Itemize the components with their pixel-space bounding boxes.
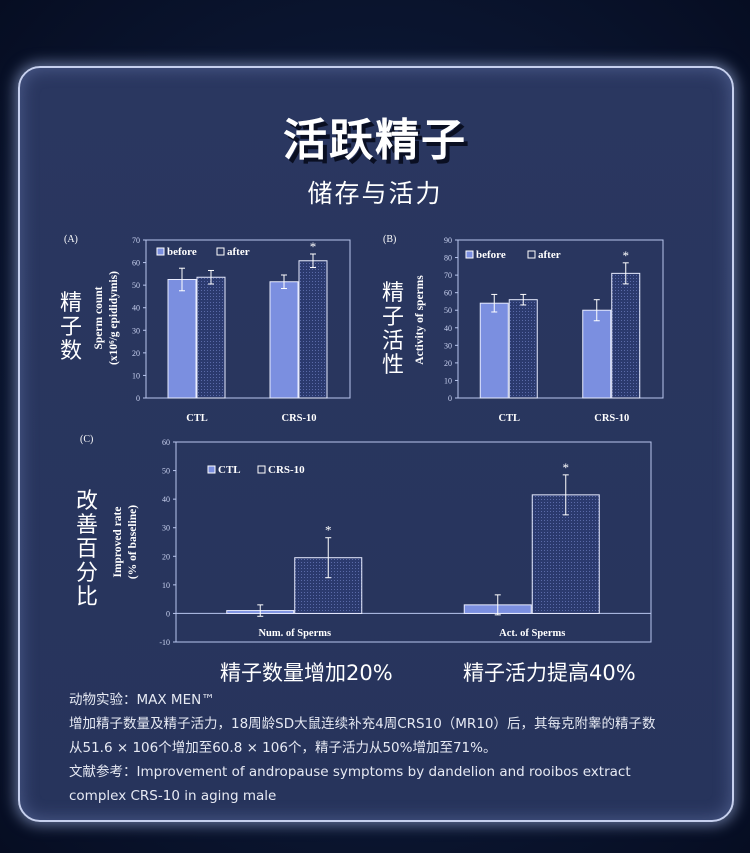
y-tick-label: 10 bbox=[132, 371, 140, 380]
y-tick-label: 0 bbox=[166, 609, 170, 618]
y-tick-label: 40 bbox=[444, 324, 452, 333]
category-label: CTL bbox=[186, 413, 208, 424]
legend-swatch bbox=[257, 465, 266, 474]
plot-frame bbox=[145, 239, 351, 399]
y-axis-label: Improved rate bbox=[112, 506, 124, 577]
significance-marker: * bbox=[310, 239, 317, 254]
significance-marker: * bbox=[325, 523, 332, 538]
legend-swatch bbox=[465, 250, 474, 259]
y-tick-label: 60 bbox=[162, 438, 170, 447]
note-line: 增加精子数量及精子活力，18周龄SD大鼠连续补充4周CRS10（MR10）后，其… bbox=[69, 716, 656, 732]
category-label: CRS-10 bbox=[594, 413, 629, 424]
y-axis-label: (x10⁶/g epididymis) bbox=[108, 271, 120, 365]
legend-swatch bbox=[207, 465, 216, 474]
panel-label: (B) bbox=[383, 234, 396, 245]
legend-swatch bbox=[216, 247, 225, 256]
legend-swatch bbox=[527, 250, 536, 259]
bar-after bbox=[196, 276, 226, 399]
bar-after bbox=[298, 260, 328, 399]
y-tick-label: 90 bbox=[444, 236, 452, 245]
caption-count: 精子数量增加20% bbox=[220, 661, 393, 685]
y-tick-label: 0 bbox=[136, 394, 140, 403]
note-line: complex CRS-10 in aging male bbox=[69, 788, 277, 804]
y-tick-label: 20 bbox=[132, 349, 140, 358]
y-tick-label: 70 bbox=[444, 271, 452, 280]
notes: 动物实验：MAX MEN™ 增加精子数量及精子活力，18周龄SD大鼠连续补充4周… bbox=[69, 688, 719, 808]
y-tick-label: 50 bbox=[162, 467, 170, 476]
bar-before bbox=[582, 309, 612, 399]
y-tick-label: 20 bbox=[162, 552, 170, 561]
page-subtitle: 储存与活力 bbox=[307, 179, 443, 208]
legend-label: CTL bbox=[218, 464, 241, 476]
side-label-sperm-activity: 精子活性 bbox=[382, 281, 405, 378]
chart-c: (C) -10 0 10 20 30 40 50 60 Improved rate (% of ba… bbox=[80, 434, 652, 645]
bar-before bbox=[167, 279, 197, 399]
y-tick-label: 30 bbox=[132, 326, 140, 335]
content-frame bbox=[18, 66, 734, 822]
y-tick-label: 80 bbox=[444, 254, 452, 263]
y-tick-label: 30 bbox=[444, 341, 452, 350]
y-tick-label: 70 bbox=[132, 236, 140, 245]
chart-a: (A) 0 10 20 30 40 50 60 70 Sperm count (x10⁶/g epi… bbox=[64, 234, 351, 424]
page-title: 活跃精子 bbox=[283, 115, 467, 166]
plot-frame bbox=[457, 239, 664, 399]
legend-label: before bbox=[167, 246, 197, 258]
y-tick-label: -10 bbox=[159, 638, 170, 645]
significance-marker: * bbox=[563, 460, 570, 475]
y-tick-label: 40 bbox=[132, 304, 140, 313]
y-tick-label: 60 bbox=[444, 289, 452, 298]
category-label: CRS-10 bbox=[281, 413, 316, 424]
side-label-sperm-count: 精子数 bbox=[60, 291, 83, 364]
panel-label: (A) bbox=[64, 234, 78, 245]
panel-label: (C) bbox=[80, 434, 93, 445]
y-tick-label: 10 bbox=[162, 581, 170, 590]
legend-label: CRS-10 bbox=[268, 464, 305, 476]
y-axis-label: Sperm count bbox=[93, 286, 105, 349]
note-line: 文献参考：Improvement of andropause symptoms … bbox=[69, 764, 631, 780]
note-line: 动物实验：MAX MEN™ bbox=[69, 692, 215, 708]
legend-swatch bbox=[156, 247, 165, 256]
significance-marker: * bbox=[623, 248, 630, 263]
bar-after bbox=[611, 272, 641, 399]
y-tick-label: 0 bbox=[448, 394, 452, 403]
plot-frame bbox=[175, 441, 652, 643]
y-tick-label: 50 bbox=[132, 281, 140, 290]
bar-before bbox=[269, 281, 299, 399]
legend-label: before bbox=[476, 249, 506, 261]
category-label: Act. of Sperms bbox=[499, 628, 565, 639]
y-tick-label: 40 bbox=[162, 495, 170, 504]
note-line: 从51.6 × 106个增加至60.8 × 106个，精子活力从50%增加至71… bbox=[69, 740, 497, 756]
y-axis-label: Activity of sperms bbox=[414, 275, 426, 365]
side-label-improved-rate: 改善百分比 bbox=[76, 489, 99, 610]
caption-activity: 精子活力提高40% bbox=[463, 661, 636, 685]
category-label: CTL bbox=[498, 413, 520, 424]
legend-label: after bbox=[538, 249, 561, 261]
chart-b: (B) 0 10 20 30 40 50 60 70 80 90 Activity of sperms… bbox=[383, 234, 664, 424]
y-tick-label: 30 bbox=[162, 524, 170, 533]
y-tick-label: 20 bbox=[444, 359, 452, 368]
y-tick-label: 50 bbox=[444, 306, 452, 315]
bar-after bbox=[508, 299, 538, 399]
y-tick-label: 10 bbox=[444, 376, 452, 385]
bar-before bbox=[479, 302, 509, 399]
legend-label: after bbox=[227, 246, 250, 258]
y-tick-label: 60 bbox=[132, 259, 140, 268]
y-axis-label: (% of baseline) bbox=[127, 505, 139, 579]
category-label: Num. of Sperms bbox=[258, 628, 331, 639]
